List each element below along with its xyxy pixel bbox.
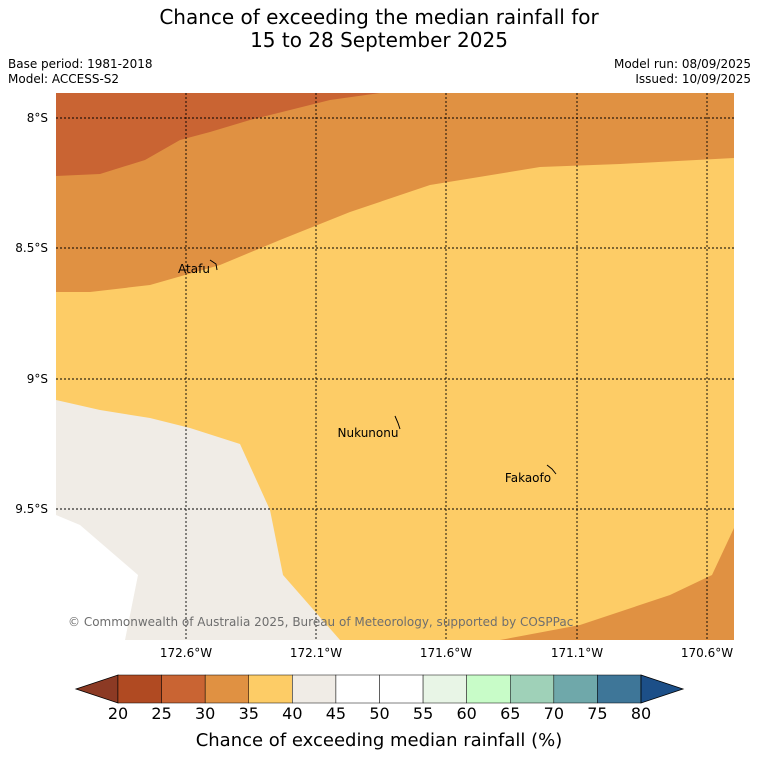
colorbar-extend-over (640, 674, 685, 704)
lon-label-171-1w: 171.1°W (550, 646, 604, 660)
colorbar-cell-45-50 (335, 674, 380, 704)
colorbar-tick-45: 45 (325, 704, 347, 723)
place-label-fakaofo: Fakaofo (505, 471, 551, 485)
colorbar-tick-25: 25 (151, 704, 172, 723)
colorbar-cell-30-35 (204, 674, 249, 704)
colorbar-tick-60: 60 (456, 704, 477, 723)
colorbar-cell-60-65 (466, 674, 511, 704)
colorbar-tick-55: 55 (412, 704, 434, 723)
colorbar-tick-70: 70 (543, 704, 564, 723)
lon-label-172-6w: 172.6°W (159, 646, 213, 660)
colorbar-tick-30: 30 (194, 704, 216, 723)
colorbar-cell-70-75 (553, 674, 598, 704)
colorbar-tick-75: 75 (587, 704, 608, 723)
colorbar-tick-80: 80 (630, 704, 652, 723)
colorbar-title: Chance of exceeding median rainfall (%) (195, 730, 563, 751)
lon-label-172-1w: 172.1°W (289, 646, 343, 660)
colorbar-cell-55-60 (422, 674, 467, 704)
issued-label: Issued: 10/09/2025 (635, 72, 751, 86)
colorbar-tick-50: 50 (369, 704, 390, 723)
nukunonu-atoll-shape (394, 415, 401, 430)
map-title-line2: 15 to 28 September 2025 (250, 28, 508, 52)
atoll-outlines (209, 259, 557, 475)
graticule (56, 93, 734, 640)
colorbar-cell-25-30 (161, 674, 206, 704)
colorbar-cell-20-25 (117, 674, 162, 704)
place-label-nukunonu: Nukunonu (338, 426, 399, 440)
fakaofo-atoll-shape (546, 464, 557, 475)
model-run-label: Model run: 08/09/2025 (613, 57, 751, 71)
colorbar-tick-20: 20 (107, 704, 129, 723)
model-label: Model: ACCESS-S2 (8, 72, 120, 86)
colorbar-tick-65: 65 (500, 704, 521, 723)
colorbar-tick-35: 35 (238, 704, 259, 723)
lat-label-8-5s: 8.5°S (15, 241, 48, 255)
colorbar-cells (117, 674, 642, 704)
colorbar-cell-35-40 (248, 674, 293, 704)
colorbar-extend-under (74, 674, 119, 704)
colorbar-cell-50-55 (379, 674, 424, 704)
lat-label-9-5s: 9.5°S (15, 502, 48, 516)
lon-label-171-6w: 171.6°W (419, 646, 473, 660)
colorbar-cell-75-80 (597, 674, 642, 704)
base-period-label: Base period: 1981-2018 (8, 57, 153, 71)
lat-label-9s: 9°S (26, 372, 48, 386)
place-label-atafu: Atafu (178, 262, 210, 276)
colorbar-tick-40: 40 (282, 704, 303, 723)
colorbar-cell-40-45 (292, 674, 337, 704)
region-45-55 (56, 515, 138, 640)
region-20-25 (56, 93, 380, 176)
lon-label-170-6w: 170.6°W (680, 646, 734, 660)
colorbar (74, 674, 685, 704)
lat-label-8s: 8°S (26, 111, 48, 125)
colorbar-cell-65-70 (510, 674, 555, 704)
copyright-notice: © Commonwealth of Australia 2025, Bureau… (68, 615, 573, 629)
atafu-atoll-shape (209, 259, 218, 271)
map-title-line1: Chance of exceeding the median rainfall … (159, 5, 599, 29)
